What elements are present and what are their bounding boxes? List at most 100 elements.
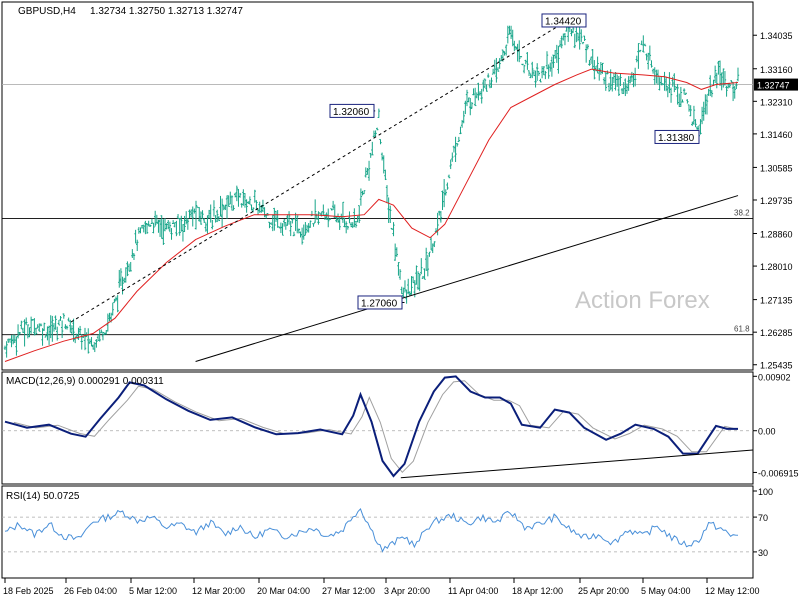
price-tick-label: 1.26285 (760, 328, 793, 338)
x-tick-label: 18 Apr 12:00 (512, 586, 563, 596)
price-bar (717, 60, 720, 75)
price-bar (676, 83, 679, 105)
price-bar (100, 329, 103, 334)
pivot-box (357, 295, 403, 310)
price-bar (106, 313, 110, 332)
price-bar (358, 205, 361, 224)
price-bar (274, 210, 278, 222)
price-bar (224, 204, 227, 211)
channel-dashed-line (70, 18, 570, 323)
price-bar (8, 338, 12, 342)
price-bar (380, 152, 384, 161)
price-bar (15, 336, 18, 356)
price-bar (573, 33, 576, 49)
price-bar (176, 214, 180, 220)
price-bar (291, 218, 294, 224)
fib-level-label: 38.2 (734, 209, 750, 218)
price-tick-label: 1.31460 (760, 130, 793, 140)
price-bar (248, 196, 252, 205)
price-bar (149, 224, 152, 227)
price-bar (674, 86, 678, 90)
price-bar (549, 62, 552, 72)
price-bar (384, 169, 387, 181)
price-bar (540, 66, 544, 79)
price-bar (483, 78, 487, 89)
price-bar (529, 73, 532, 79)
price-bar (56, 326, 59, 341)
price-bar (372, 130, 376, 138)
price-bar (588, 60, 591, 66)
price-bar (611, 76, 614, 92)
price-bar (511, 29, 514, 47)
price-bar (699, 119, 702, 135)
price-bar (504, 44, 508, 56)
price-bar (542, 66, 545, 76)
price-bar (72, 318, 75, 342)
pivot-value: 1.32060 (333, 107, 370, 118)
price-bar (282, 219, 286, 227)
price-bar (29, 316, 33, 334)
price-bar (395, 247, 399, 257)
price-bar (304, 222, 307, 236)
price-bar (377, 108, 381, 118)
price-bar (183, 215, 186, 233)
price-bar (188, 209, 191, 219)
price-bar (70, 325, 74, 335)
price-bar (181, 224, 185, 242)
price-bar (31, 319, 34, 321)
price-bar (526, 52, 529, 70)
price-bar (364, 167, 367, 178)
x-axis: 18 Feb 2025 26 Feb 04:00 5 Mar 12:00 12 Mar… (3, 578, 760, 596)
price-bar (186, 218, 190, 230)
x-tick-label: 12 May 12:00 (705, 586, 760, 596)
price-bar (42, 322, 46, 331)
price-tick-label: 1.29735 (760, 196, 793, 206)
price-bar (116, 295, 119, 313)
price-bar (62, 313, 65, 319)
price-bar (162, 219, 165, 245)
price-bar (268, 221, 271, 229)
price-bar (124, 267, 128, 283)
price-bar (622, 82, 625, 94)
price-bar (633, 67, 637, 87)
pivot-box (541, 13, 587, 28)
price-bar (581, 41, 585, 45)
x-tick-label: 20 Mar 04:00 (257, 586, 310, 596)
price-bar (392, 222, 395, 237)
price-bar (469, 97, 472, 116)
price-bar (710, 90, 714, 98)
price-bar (34, 327, 38, 335)
price-bar (353, 208, 356, 228)
price-bar (470, 102, 474, 109)
price-bar (442, 179, 446, 208)
price-bar (344, 221, 348, 234)
price-bar (90, 337, 93, 347)
price-bar (664, 76, 668, 92)
price-bar (506, 25, 510, 44)
price-bar (158, 219, 162, 237)
price-bar (385, 185, 389, 204)
price-bar (447, 174, 451, 179)
price-bar (338, 216, 341, 230)
price-bar (637, 43, 640, 69)
price-bar (615, 74, 619, 87)
price-bar (16, 324, 20, 339)
price-bar (10, 335, 13, 348)
price-bar (240, 203, 243, 208)
price-bar (459, 126, 462, 135)
price-bar (346, 225, 350, 230)
price-bar (287, 211, 291, 225)
price-bar (297, 228, 301, 234)
macd-line (4, 375, 738, 478)
price-bar (105, 330, 108, 335)
price-bar (69, 319, 72, 333)
macd-tick-label: 0.00902 (758, 372, 791, 382)
price-bar (464, 100, 467, 115)
price-bar (490, 77, 493, 88)
price-bar (627, 76, 630, 91)
price-bar (243, 193, 247, 208)
pivot-value: 1.34420 (545, 16, 582, 27)
price-bar (407, 278, 410, 294)
price-tick-label: 1.32310 (760, 97, 793, 107)
price-bar (602, 77, 606, 85)
